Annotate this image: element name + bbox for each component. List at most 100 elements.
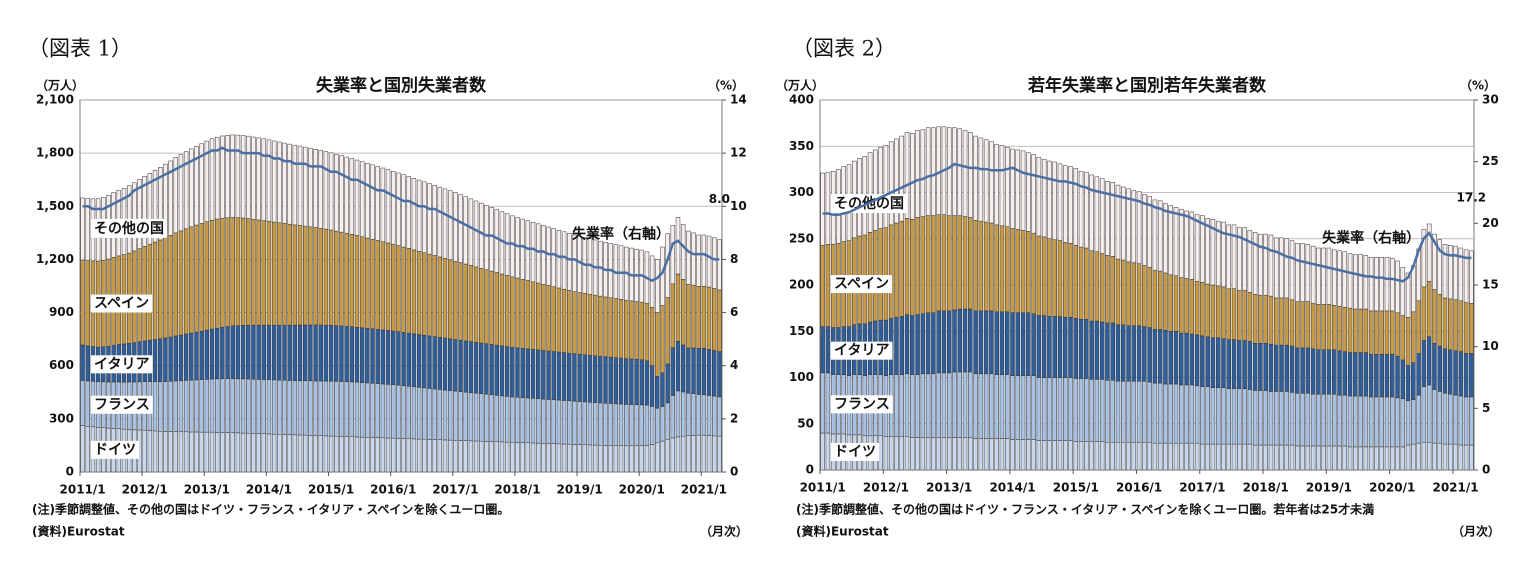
bar-segment — [1047, 316, 1052, 378]
bar-segment — [1205, 218, 1210, 285]
bar-segment — [261, 433, 267, 473]
bar-segment — [1041, 158, 1047, 238]
bar-segment — [303, 324, 308, 382]
bar-segment — [629, 358, 634, 405]
bar-segment — [194, 431, 199, 473]
bar-segment — [1152, 199, 1158, 271]
bar-segment — [894, 374, 899, 437]
bar-segment — [220, 327, 225, 379]
bar-segment — [1010, 148, 1015, 229]
bar-segment — [183, 151, 189, 230]
bar-segment — [706, 435, 712, 473]
bar-segment — [1416, 300, 1421, 354]
bar-segment — [530, 281, 536, 350]
bar-segment — [1062, 440, 1068, 471]
bar-segment — [1121, 186, 1126, 261]
line-label: 失業率（右軸） — [572, 226, 670, 243]
bar-segment — [1273, 344, 1279, 392]
bar-segment — [899, 220, 905, 317]
bar-segment — [624, 404, 629, 447]
bar-segment — [287, 143, 292, 225]
bar-segment — [582, 354, 588, 403]
bar-segment — [649, 406, 655, 445]
bar-segment — [1368, 354, 1374, 398]
bar-segment — [339, 231, 344, 327]
bar-segment — [463, 391, 468, 441]
bar-segment — [1421, 442, 1427, 471]
bar-segment — [1099, 178, 1105, 254]
bar-segment — [1237, 388, 1242, 445]
bar-segment — [453, 440, 458, 473]
bar-segment — [572, 400, 577, 445]
bar-segment — [354, 159, 360, 236]
bar-segment — [941, 310, 947, 374]
bar-segment — [1374, 354, 1379, 398]
bar-segment — [1084, 441, 1089, 471]
bar-segment — [303, 434, 308, 473]
bar-segment — [1221, 221, 1226, 288]
bar-segment — [1115, 442, 1121, 471]
bar-segment — [551, 399, 556, 444]
bar-segment — [318, 324, 323, 382]
y2-tick-label: 15 — [1482, 278, 1499, 292]
bar-segment — [266, 221, 272, 326]
bar-segment — [194, 331, 199, 381]
bar-segment — [80, 380, 85, 426]
bar-segment — [525, 348, 531, 399]
bar-segment — [1458, 351, 1464, 397]
bar-segment — [385, 330, 391, 385]
chart-title: 若年失業率と国別若年失業者数 — [1027, 75, 1267, 96]
bar-segment — [603, 445, 608, 473]
bar-segment — [489, 207, 494, 272]
bar-segment — [158, 338, 163, 382]
bar-segment — [873, 149, 878, 231]
bar-segment — [484, 269, 489, 344]
bar-segment — [334, 381, 339, 437]
bar-segment — [1326, 349, 1332, 395]
bar-segment — [1295, 347, 1300, 394]
bar-segment — [380, 329, 386, 385]
bar-segment — [1194, 385, 1200, 444]
bar-segment — [1062, 242, 1068, 318]
bar-segment — [1347, 253, 1353, 309]
x-tick-label: 2016/1 — [1116, 481, 1162, 495]
bar-segment — [577, 353, 582, 402]
bar-segment — [1448, 298, 1453, 350]
bar-segment — [1136, 380, 1142, 443]
bar-segment — [1353, 395, 1358, 448]
bar-segment — [85, 380, 90, 427]
bar-segment — [437, 389, 443, 441]
bar-segment — [1284, 297, 1290, 346]
bar-segment — [1073, 168, 1079, 246]
bar-segment — [1453, 443, 1458, 471]
bar-segment — [644, 360, 650, 406]
bar-segment — [158, 381, 163, 432]
bar-segment — [375, 383, 380, 438]
bar-segment — [691, 347, 696, 394]
bar-segment — [1437, 239, 1442, 295]
bar-segment — [936, 372, 941, 438]
y-tick-label: 600 — [49, 358, 74, 372]
bar-segment — [308, 435, 313, 473]
figure-label: （図表 1） — [28, 37, 132, 61]
bar-segment — [910, 374, 915, 438]
bar-segment — [1078, 170, 1084, 248]
bar-segment — [675, 217, 681, 275]
bar-segment — [670, 283, 676, 348]
value-label: 17.2 — [1457, 190, 1487, 204]
bar-segment — [1368, 446, 1374, 471]
bar-segment — [1469, 444, 1474, 471]
bar-segment — [411, 438, 417, 473]
bar-segment — [199, 379, 204, 433]
bar-segment — [1358, 352, 1363, 397]
bar-segment — [1163, 330, 1168, 385]
bar-segment — [1094, 379, 1100, 442]
x-tick-label: 2013/1 — [184, 483, 230, 497]
bar-segment — [825, 372, 831, 434]
y2-tick-label: 6 — [730, 305, 738, 319]
bar-segment — [401, 385, 406, 439]
bar-segment — [1331, 249, 1337, 306]
bar-segment — [479, 342, 484, 394]
y-tick-label: 150 — [789, 324, 814, 338]
bar-segment — [427, 335, 432, 389]
